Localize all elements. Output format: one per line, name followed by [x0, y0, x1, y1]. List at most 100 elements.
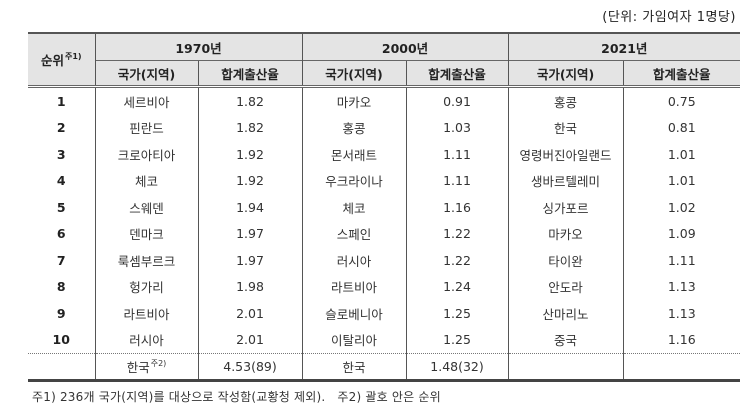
country-1970: 체코: [94, 167, 198, 194]
table-body: 1 세르비아 1.82 마카오 0.91 홍콩 0.75 2 핀란드 1.82 홍콩 1.03 한국 0.…: [28, 86, 741, 382]
rank-cell: 4: [56, 173, 66, 189]
tfr-2021: 1.01: [622, 141, 741, 168]
country-2021: 홍콩: [507, 86, 624, 115]
rank-cell: 5: [56, 199, 66, 215]
table-row: 1 세르비아 1.82 마카오 0.91 홍콩 0.75: [28, 86, 741, 115]
country-2000: 마카오: [301, 86, 407, 115]
period-header-2021: 2021년: [507, 32, 741, 61]
table-row: 2 핀란드 1.82 홍콩 1.03 한국 0.81: [28, 114, 741, 141]
tfr-2021: 1.13: [622, 273, 741, 300]
country-2000: 라트비아: [301, 273, 407, 300]
footnotes: 주1) 236개 국가(지역)를 대상으로 작성함(교황청 제외). 주2) 괄…: [32, 388, 441, 405]
tfr-1970: 1.82: [197, 86, 303, 115]
korea-tfr-2000: 1.48(32): [405, 353, 509, 382]
tfr-1970: 2.01: [197, 300, 303, 327]
period-header-2000: 2000년: [301, 32, 509, 61]
country-1970: 러시아: [94, 326, 198, 354]
tfr-1970: 1.98: [197, 273, 303, 300]
tfr-2000: 1.25: [405, 300, 509, 327]
tfr-2000: 1.11: [405, 167, 509, 194]
country-2000: 우크라이나: [301, 167, 407, 194]
country-1970: 덴마크: [94, 220, 198, 247]
tfr-2000: 1.25: [405, 326, 509, 354]
country-2021: 산마리노: [507, 300, 624, 327]
country-header-2000: 국가(지역): [301, 60, 407, 88]
country-2021: 중국: [507, 326, 624, 354]
fertility-rank-table: 순위주1) 1970년 2000년 2021년 국가(지역) 합계출산율 국가(…: [28, 32, 741, 382]
tfr-2021: 0.75: [622, 86, 741, 115]
country-2021: 타이완: [507, 247, 624, 274]
korea-country-2000: 한국: [301, 353, 407, 382]
table-row: 8 헝가리 1.98 라트비아 1.24 안도라 1.13: [28, 273, 741, 300]
country-2000: 이탈리아: [301, 326, 407, 354]
korea-country-2021: [507, 353, 624, 382]
rank-header: 순위주1): [28, 32, 95, 88]
tfr-header-1970: 합계출산율: [197, 60, 303, 88]
country-2000: 스페인: [301, 220, 407, 247]
korea-label: 한국: [126, 360, 150, 375]
tfr-1970: 1.94: [197, 194, 303, 221]
tfr-2021: 1.02: [622, 194, 741, 221]
country-2021: 안도라: [507, 273, 624, 300]
rank-footnote-marker: 주1): [64, 52, 82, 61]
tfr-2000: 0.91: [405, 86, 509, 115]
table-row: 6 덴마크 1.97 스페인 1.22 마카오 1.09: [28, 220, 741, 247]
country-2021: 한국: [507, 114, 624, 141]
country-1970: 크로아티아: [94, 141, 198, 168]
rank-header-label: 순위: [40, 53, 64, 68]
tfr-2000: 1.16: [405, 194, 509, 221]
country-2000: 홍콩: [301, 114, 407, 141]
tfr-1970: 1.92: [197, 167, 303, 194]
unit-label: (단위: 가임여자 1명당): [602, 10, 736, 25]
country-1970: 룩셈부르크: [94, 247, 198, 274]
tfr-2021: 1.11: [622, 247, 741, 274]
country-1970: 라트비아: [94, 300, 198, 327]
rank-cell: 6: [56, 226, 66, 242]
country-2000: 체코: [301, 194, 407, 221]
footnote-2: 주2) 괄호 안은 순위: [337, 390, 441, 404]
tfr-2000: 1.11: [405, 141, 509, 168]
tfr-2000: 1.24: [405, 273, 509, 300]
country-1970: 스웨덴: [94, 194, 198, 221]
rank-cell: 3: [56, 146, 66, 162]
country-2021: 싱가포르: [507, 194, 624, 221]
period-header-1970: 1970년: [94, 32, 303, 61]
tfr-2000: 1.22: [405, 220, 509, 247]
tfr-1970: 1.97: [197, 220, 303, 247]
tfr-2021: 1.09: [622, 220, 741, 247]
rank-cell: 7: [56, 252, 66, 268]
tfr-1970: 1.82: [197, 114, 303, 141]
rank-cell: 1: [56, 93, 66, 109]
korea-rank-cell: [28, 353, 95, 382]
tfr-header-2021: 합계출산율: [622, 60, 741, 88]
table-header: 순위주1) 1970년 2000년 2021년 국가(지역) 합계출산율 국가(…: [28, 32, 741, 88]
country-1970: 세르비아: [94, 86, 198, 115]
country-2000: 러시아: [301, 247, 407, 274]
tfr-2000: 1.03: [405, 114, 509, 141]
tfr-2021: 0.81: [622, 114, 741, 141]
table-row: 7 룩셈부르크 1.97 러시아 1.22 타이완 1.11: [28, 247, 741, 274]
tfr-2021: 1.16: [622, 326, 741, 354]
tfr-2021: 1.13: [622, 300, 741, 327]
table-row: 4 체코 1.92 우크라이나 1.11 생바르텔레미 1.01: [28, 167, 741, 194]
tfr-1970: 2.01: [197, 326, 303, 354]
table-row: 10 러시아 2.01 이탈리아 1.25 중국 1.16: [28, 326, 741, 354]
country-2021: 마카오: [507, 220, 624, 247]
tfr-2021: 1.01: [622, 167, 741, 194]
country-2021: 영령버진아일랜드: [507, 141, 624, 168]
country-header-1970: 국가(지역): [94, 60, 198, 88]
table-row: 3 크로아티아 1.92 몬서래트 1.11 영령버진아일랜드 1.01: [28, 141, 741, 168]
footnote-1: 주1) 236개 국가(지역)를 대상으로 작성함(교황청 제외).: [32, 390, 326, 404]
country-header-2021: 국가(지역): [507, 60, 624, 88]
korea-row: 한국주2) 4.53(89) 한국 1.48(32): [28, 353, 741, 382]
korea-tfr-1970: 4.53(89): [197, 353, 303, 382]
korea-country-1970: 한국주2): [94, 353, 198, 382]
table-row: 5 스웨덴 1.94 체코 1.16 싱가포르 1.02: [28, 194, 741, 221]
country-1970: 헝가리: [94, 273, 198, 300]
country-2000: 몬서래트: [301, 141, 407, 168]
country-2021: 생바르텔레미: [507, 167, 624, 194]
rank-cell: 8: [56, 279, 66, 295]
korea-tfr-2021: [622, 353, 741, 382]
tfr-1970: 1.92: [197, 141, 303, 168]
korea-footnote-marker: 주2): [150, 359, 167, 368]
